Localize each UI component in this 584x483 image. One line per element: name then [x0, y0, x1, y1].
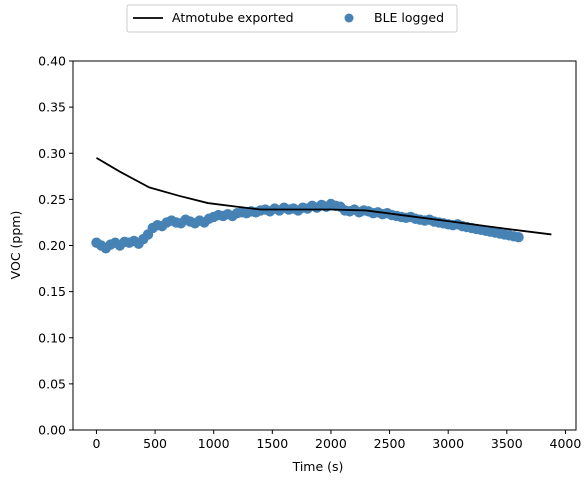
- legend-marker-swatch: [344, 13, 354, 23]
- plot-area: [73, 61, 576, 430]
- x-tick-label: 1500: [256, 436, 288, 451]
- atmotube-line: [95, 157, 552, 236]
- x-tick-label: 4000: [550, 436, 582, 451]
- y-tick-label: 0.30: [38, 146, 66, 161]
- x-tick-label: 0: [92, 436, 100, 451]
- x-tick-label: 3000: [432, 436, 464, 451]
- y-tick-label: 0.00: [38, 423, 66, 438]
- y-tick-label: 0.35: [38, 100, 66, 115]
- x-tick-label: 2500: [374, 436, 406, 451]
- x-axis-label: Time (s): [292, 459, 344, 474]
- plot-background: [73, 61, 576, 430]
- y-tick-label: 0.40: [38, 54, 66, 69]
- ble-point: [513, 232, 524, 243]
- y-tick-label: 0.20: [38, 238, 66, 253]
- legend-label-ble: BLE logged: [374, 10, 444, 25]
- y-tick-label: 0.25: [38, 192, 66, 207]
- y-tick-label: 0.15: [38, 284, 66, 299]
- y-axis-label: VOC (ppm): [8, 211, 23, 280]
- legend-frame: [126, 4, 458, 33]
- x-tick-label: 2000: [315, 436, 347, 451]
- x-tick-label: 1000: [198, 436, 230, 451]
- legend-label-atmotube: Atmotube exported: [172, 10, 294, 25]
- x-tick-label: 3500: [491, 436, 523, 451]
- axes-layer: 0 500 1000 1500 2000 2500 3000 3500 4000 0.00 0.05…: [38, 54, 581, 452]
- legend: Atmotube exported BLE logged: [126, 4, 458, 33]
- x-tick-label: 500: [143, 436, 167, 451]
- series-layer: [91, 157, 552, 254]
- y-tick-label: 0.05: [38, 376, 66, 391]
- y-tick-label: 0.10: [38, 330, 66, 345]
